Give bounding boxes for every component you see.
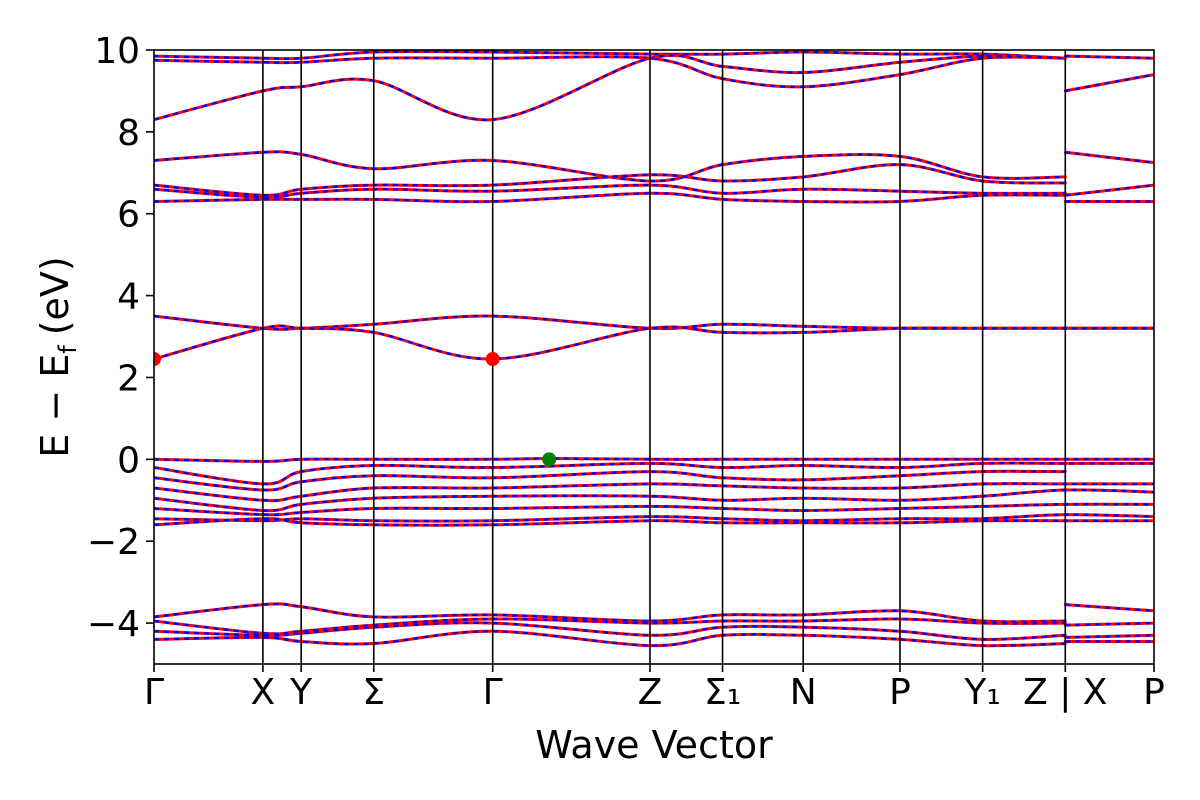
band-line-secondary: [154, 324, 1154, 361]
x-tick-label: Σ: [362, 672, 385, 713]
y-axis-title-unit: (eV): [33, 256, 77, 335]
y-tick-label: 10: [94, 31, 140, 72]
band-line-secondary: [1065, 54, 1154, 60]
band-line-secondary: [154, 470, 1066, 492]
x-axis-title: Wave Vector: [535, 723, 773, 767]
x-tick-label: Y₁: [963, 672, 1000, 713]
y-axis-title: E − Ef (eV): [33, 256, 82, 458]
y-tick-label: 6: [117, 195, 140, 236]
y-tick-label: 2: [117, 358, 140, 399]
band-line-primary: [154, 163, 1067, 197]
y-axis-title-sub: f: [54, 345, 82, 354]
band-line-secondary: [154, 621, 1066, 641]
x-tick-label: P: [889, 672, 911, 713]
x-tick-label: N: [790, 672, 817, 713]
x-tick-label: Z: [638, 672, 663, 713]
band-line-secondary: [154, 457, 1154, 463]
high-symmetry-lines: [262, 50, 1067, 664]
x-tick-label: Σ₁: [704, 672, 741, 713]
plot-frame: [153, 49, 1155, 665]
bands-layer: [154, 50, 1154, 648]
y-tick-label: −2: [87, 522, 140, 563]
y-axis: −4 −2 0 2 4 6 8 10: [87, 31, 154, 645]
band-line-primary: [154, 324, 1154, 361]
band-line-secondary: [1065, 621, 1154, 627]
y-tick-label: −4: [87, 604, 140, 645]
band-line-secondary: [1065, 603, 1154, 612]
band-line-secondary: [154, 482, 1154, 502]
x-axis: Γ X Y Σ Γ Z Σ₁ N P Y₁ Z | X P: [144, 664, 1165, 713]
x-tick-label: Γ: [144, 672, 164, 713]
band-line-secondary: [154, 503, 1154, 516]
band-line-secondary: [154, 602, 1066, 623]
band-line-secondary: [154, 192, 1066, 204]
band-line-secondary: [1065, 183, 1154, 197]
band-line-primary: [154, 482, 1154, 503]
x-tick-label: X: [251, 672, 276, 713]
y-tick-label: 0: [117, 440, 140, 481]
markers-layer: [154, 352, 557, 467]
band-line-secondary: [1065, 73, 1154, 93]
band-line-secondary: [154, 630, 1066, 647]
band-line-secondary: [154, 50, 1066, 60]
band-marker: [485, 352, 500, 367]
x-tick-label: Y: [289, 672, 313, 713]
band-line-primary: [154, 150, 1067, 183]
band-marker: [154, 352, 161, 367]
y-tick-label: 4: [117, 277, 140, 318]
x-tick-label: P: [1143, 672, 1165, 713]
x-tick-label: Z | X: [1023, 672, 1107, 713]
band-marker: [542, 452, 557, 467]
band-line-secondary: [1065, 634, 1154, 639]
x-tick-label: Γ: [483, 672, 503, 713]
band-line-secondary: [154, 55, 1066, 89]
band-line-secondary: [154, 54, 1066, 121]
band-line-secondary: [1065, 151, 1154, 164]
y-axis-title-main: E − E: [33, 354, 77, 458]
band-line-primary: [154, 55, 1067, 89]
y-tick-label: 8: [117, 113, 140, 154]
band-line-secondary: [154, 183, 1066, 199]
band-line-secondary: [154, 617, 1066, 636]
